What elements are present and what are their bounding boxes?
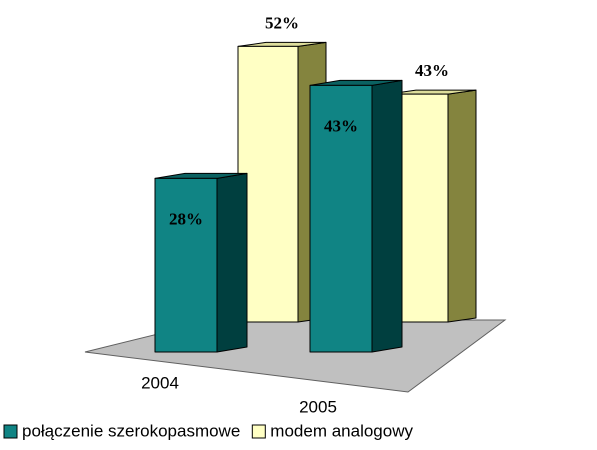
bar-side <box>371 79 403 353</box>
legend-swatch <box>3 424 18 439</box>
bar-side <box>216 172 248 353</box>
data-label: 52% <box>265 13 299 32</box>
bar <box>309 84 373 353</box>
legend-label: modem analogowy <box>270 421 413 440</box>
data-label: 43% <box>415 61 449 80</box>
data-label: 43% <box>324 116 358 135</box>
bar <box>237 45 299 323</box>
legend-label: połączenie szerokopasmowe <box>22 421 240 440</box>
bar <box>154 177 218 353</box>
x-tick-label: 2005 <box>299 397 337 416</box>
data-label: 28% <box>169 209 203 228</box>
x-tick-label: 2004 <box>141 373 179 392</box>
bar-side <box>447 89 477 323</box>
legend-swatch <box>251 424 266 439</box>
